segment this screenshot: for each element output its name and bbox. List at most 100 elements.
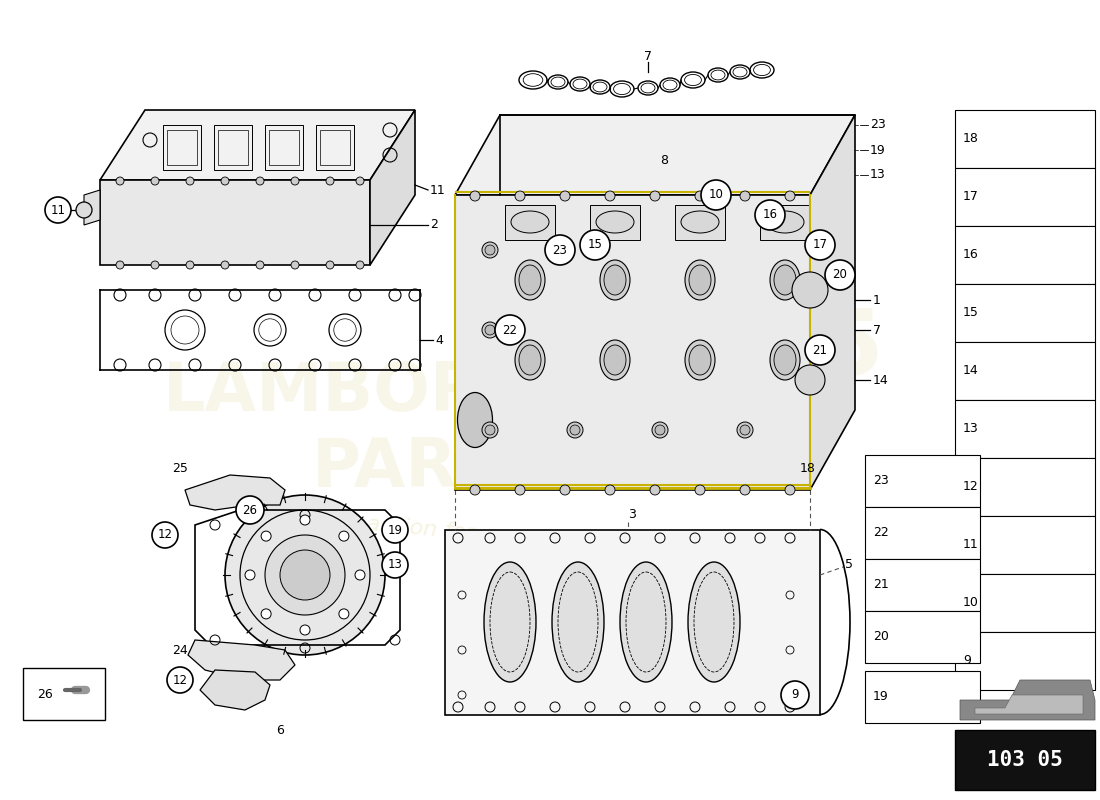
Polygon shape [100,180,370,265]
Text: 19: 19 [387,523,403,537]
Text: 103 05: 103 05 [987,750,1063,770]
Text: 18: 18 [962,133,979,146]
Circle shape [167,667,192,693]
Ellipse shape [689,265,711,295]
Polygon shape [975,695,1084,714]
Circle shape [805,230,835,260]
Circle shape [256,261,264,269]
Text: 22: 22 [873,526,889,539]
Circle shape [792,272,828,308]
Circle shape [737,422,754,438]
Circle shape [566,422,583,438]
Bar [865,507,980,559]
Circle shape [482,422,498,438]
Ellipse shape [685,260,715,300]
Circle shape [485,425,495,435]
Bar [446,530,820,715]
Text: 26: 26 [242,503,257,517]
Ellipse shape [685,340,715,380]
Circle shape [326,261,334,269]
Text: 18: 18 [800,462,816,474]
Circle shape [695,191,705,201]
Text: 26: 26 [37,687,53,701]
Polygon shape [200,670,270,710]
Bar [865,611,980,663]
Text: 13: 13 [387,558,403,571]
Circle shape [805,335,835,365]
Ellipse shape [766,211,804,233]
Text: 4: 4 [434,334,443,346]
Text: 8: 8 [660,154,668,166]
FancyBboxPatch shape [23,668,104,720]
Text: 21: 21 [813,343,827,357]
Circle shape [382,552,408,578]
Polygon shape [455,195,810,490]
Polygon shape [100,110,415,180]
Text: 11: 11 [962,538,979,551]
Bar [955,284,1094,342]
Ellipse shape [512,211,549,233]
Bar [955,516,1094,574]
Text: 16: 16 [762,209,778,222]
Text: a passion for cars: a passion for cars [331,511,529,549]
Circle shape [701,180,732,210]
Text: 3: 3 [628,509,636,522]
Circle shape [116,261,124,269]
Circle shape [560,191,570,201]
Text: 23: 23 [552,243,568,257]
Polygon shape [810,115,855,490]
Circle shape [186,177,194,185]
Text: 23: 23 [870,118,886,131]
Ellipse shape [484,562,536,682]
Text: 13: 13 [962,422,979,435]
Circle shape [740,485,750,495]
Ellipse shape [681,211,719,233]
Circle shape [265,535,345,615]
Text: 12: 12 [962,481,979,494]
Circle shape [605,485,615,495]
Ellipse shape [515,260,544,300]
Ellipse shape [552,562,604,682]
Polygon shape [84,190,100,225]
Text: 15: 15 [587,238,603,251]
Ellipse shape [596,211,634,233]
Text: 17: 17 [813,238,827,251]
Ellipse shape [604,265,626,295]
Text: 12: 12 [173,674,187,686]
Text: 14: 14 [873,374,889,386]
Circle shape [515,191,525,201]
Ellipse shape [689,345,711,375]
Polygon shape [960,680,1094,720]
Circle shape [570,425,580,435]
Polygon shape [370,110,415,265]
Circle shape [221,261,229,269]
Text: 25: 25 [172,462,188,474]
Bar [955,110,1094,168]
Circle shape [292,261,299,269]
Ellipse shape [600,340,630,380]
Bar [955,400,1094,458]
Circle shape [226,495,385,655]
Circle shape [650,191,660,201]
Circle shape [152,522,178,548]
Text: 16: 16 [962,249,979,262]
Circle shape [151,261,160,269]
Text: 10: 10 [962,597,979,610]
Circle shape [45,197,72,223]
Circle shape [356,261,364,269]
Text: LAMBORGHINI
PARTS: LAMBORGHINI PARTS [163,358,697,501]
Bar [955,168,1094,226]
Bar [505,205,556,240]
Circle shape [580,230,611,260]
Ellipse shape [688,562,740,682]
Circle shape [695,485,705,495]
Text: 11: 11 [51,203,66,217]
Circle shape [485,325,495,335]
Circle shape [221,177,229,185]
Ellipse shape [515,340,544,380]
Text: 085: 085 [695,306,884,394]
Text: 20: 20 [833,269,847,282]
Ellipse shape [519,265,541,295]
Circle shape [544,235,575,265]
Text: 5: 5 [845,558,853,571]
